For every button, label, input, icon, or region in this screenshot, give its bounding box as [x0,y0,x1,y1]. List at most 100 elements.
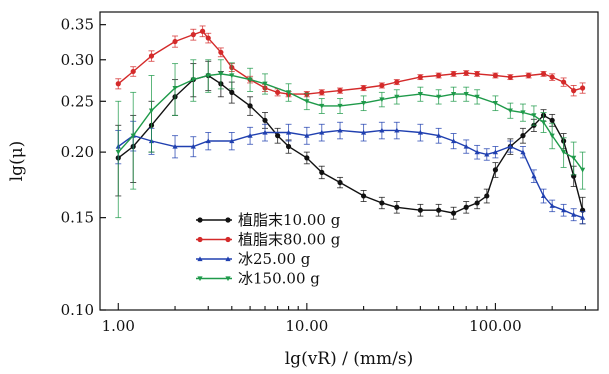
data-point [549,133,555,139]
legend-label: 植脂末10.00 g [238,211,341,229]
data-point [549,203,555,208]
data-point [379,127,385,133]
data-point [130,133,136,139]
data-point [394,79,400,85]
data-point [229,73,235,79]
data-point [492,149,499,155]
data-point [337,103,343,109]
y-tick-label: 0.30 [61,51,94,69]
data-point [379,97,385,103]
data-point [229,89,235,95]
data-point [190,143,196,149]
data-point [190,32,196,38]
legend-marker [225,256,231,262]
data-point [319,169,325,175]
legend-label: 冰150.00 g [238,270,320,288]
legend-marker [225,236,231,243]
data-point [337,127,343,133]
data-point [379,82,385,89]
data-point [361,85,367,91]
data-point [450,71,457,77]
y-tick-label: 0.15 [61,209,94,227]
data-point [262,129,268,135]
data-point [540,193,547,199]
data-point [319,103,325,109]
legend-marker [197,276,203,282]
data-point [561,150,567,155]
data-point [218,71,224,77]
data-point [417,207,423,213]
data-point [417,74,423,80]
data-point [304,133,310,138]
data-point [247,103,253,109]
data-point [474,200,480,206]
data-point [484,193,490,199]
data-point [229,138,235,144]
y-tick-label: 0.35 [61,16,94,34]
data-point [172,85,178,91]
data-point [474,71,480,77]
x-axis: 1.00 10.00 100.00 [102,303,586,335]
legend-marker [225,276,231,282]
data-point [474,149,480,155]
x-axis-title: lg(vR) / (mm/s) [285,349,413,369]
data-point [436,94,442,100]
data-point [379,200,385,206]
data-point [436,72,442,79]
data-point [549,117,555,123]
data-point [450,210,457,216]
data-point [130,68,136,75]
data-point [579,167,586,173]
data-point [394,204,400,210]
series-2 [115,120,586,225]
legend-label: 植脂末80.00 g [238,231,341,249]
legend-item: 植脂末80.00 g [196,231,341,249]
data-point [520,149,526,155]
y-axis: 0.10 0.15 0.20 0.25 0.30 0.35 [61,16,106,319]
data-point [571,212,577,217]
data-point [417,129,423,135]
data-point [275,133,281,139]
data-point [463,143,469,149]
data-point [579,85,586,91]
data-point [463,204,469,210]
legend-label: 冰25.00 g [238,250,311,268]
data-point [492,101,499,106]
data-point [262,117,268,123]
data-point [561,79,567,85]
data-point [115,81,121,87]
data-point [285,129,292,135]
data-point [436,207,442,213]
legend-marker [197,217,203,223]
data-point [531,113,537,118]
data-point [417,92,423,97]
x-tick-label: 100.00 [469,317,522,335]
y-tick-label: 0.20 [61,143,94,161]
data-point [531,173,537,179]
x-tick-label: 10.00 [285,317,328,335]
data-point [172,143,178,149]
series-3 [115,59,586,219]
data-point [319,129,325,135]
legend-marker [197,236,203,243]
data-point [394,94,400,100]
data-point [205,35,211,41]
data-point [285,90,292,95]
data-point [492,72,499,79]
data-point [361,101,367,106]
series-line [117,73,584,171]
y-axis-title: lg(μ) [7,141,27,182]
data-point [337,88,343,94]
data-point [337,179,343,186]
data-point [507,143,513,149]
data-point [436,133,442,138]
data-point [247,133,253,138]
data-point [579,215,586,220]
data-point [492,167,499,173]
data-point [571,155,577,161]
data-point [262,81,268,87]
data-point [463,70,469,76]
data-point [361,193,367,199]
